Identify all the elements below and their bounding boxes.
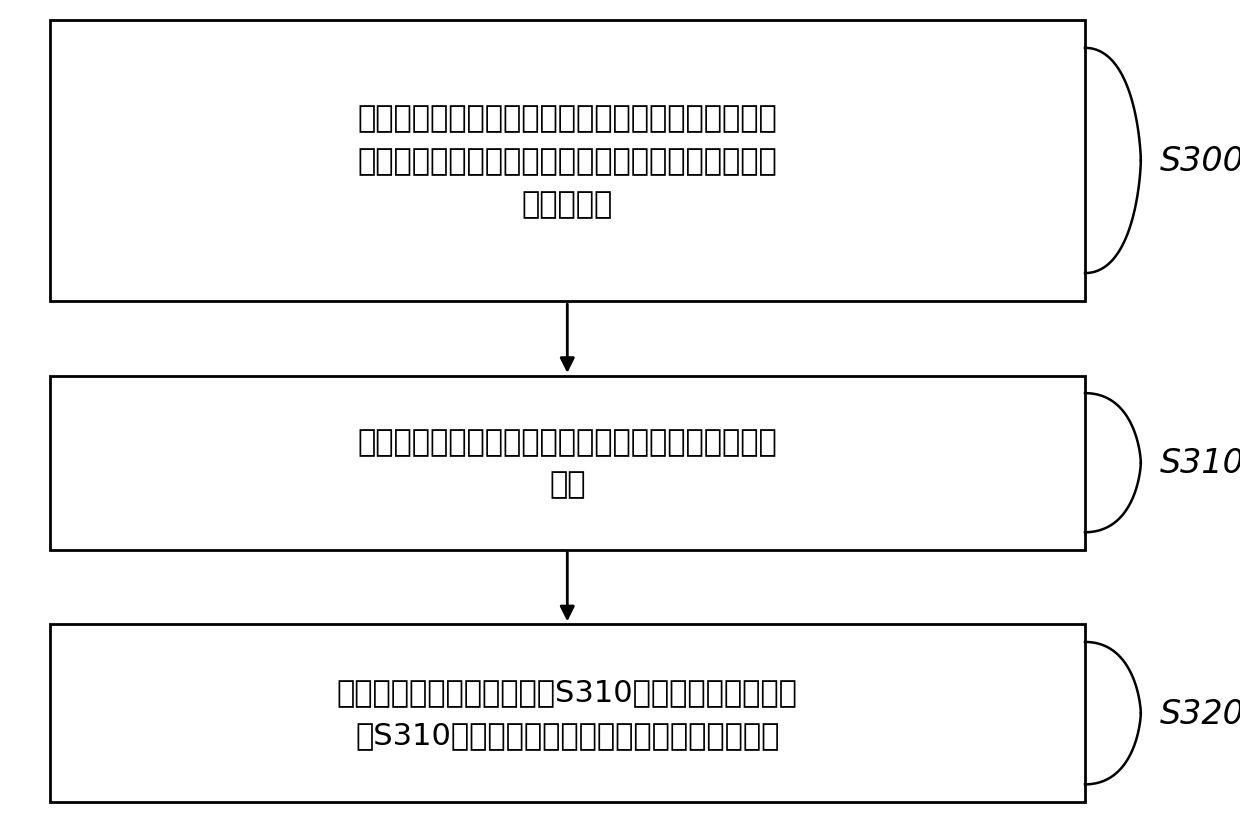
- Text: 将等效旋转因子与输入数据相乘，并对乘积结果进行
缓存: 将等效旋转因子与输入数据相乘，并对乘积结果进行 缓存: [357, 428, 777, 499]
- Text: S310: S310: [1159, 447, 1240, 480]
- Text: 在第二重循环中，执行步骤S310中乘法运算时，将步
骤S310缓存的结果读出，并进行相应的加法操作: 在第二重循环中，执行步骤S310中乘法运算时，将步 骤S310缓存的结果读出，并…: [337, 677, 797, 749]
- Text: 并行读取输入旋转因子与输出旋转因子，并将二者对
应项进行相乘，将乘积结果连同输入旋转因子作为等
效旋转因子: 并行读取输入旋转因子与输出旋转因子，并将二者对 应项进行相乘，将乘积结果连同输入…: [357, 104, 777, 218]
- Bar: [50, 21, 1085, 302]
- Bar: [50, 376, 1085, 550]
- Bar: [50, 624, 1085, 802]
- Text: S300: S300: [1159, 145, 1240, 178]
- Text: S320: S320: [1159, 697, 1240, 729]
